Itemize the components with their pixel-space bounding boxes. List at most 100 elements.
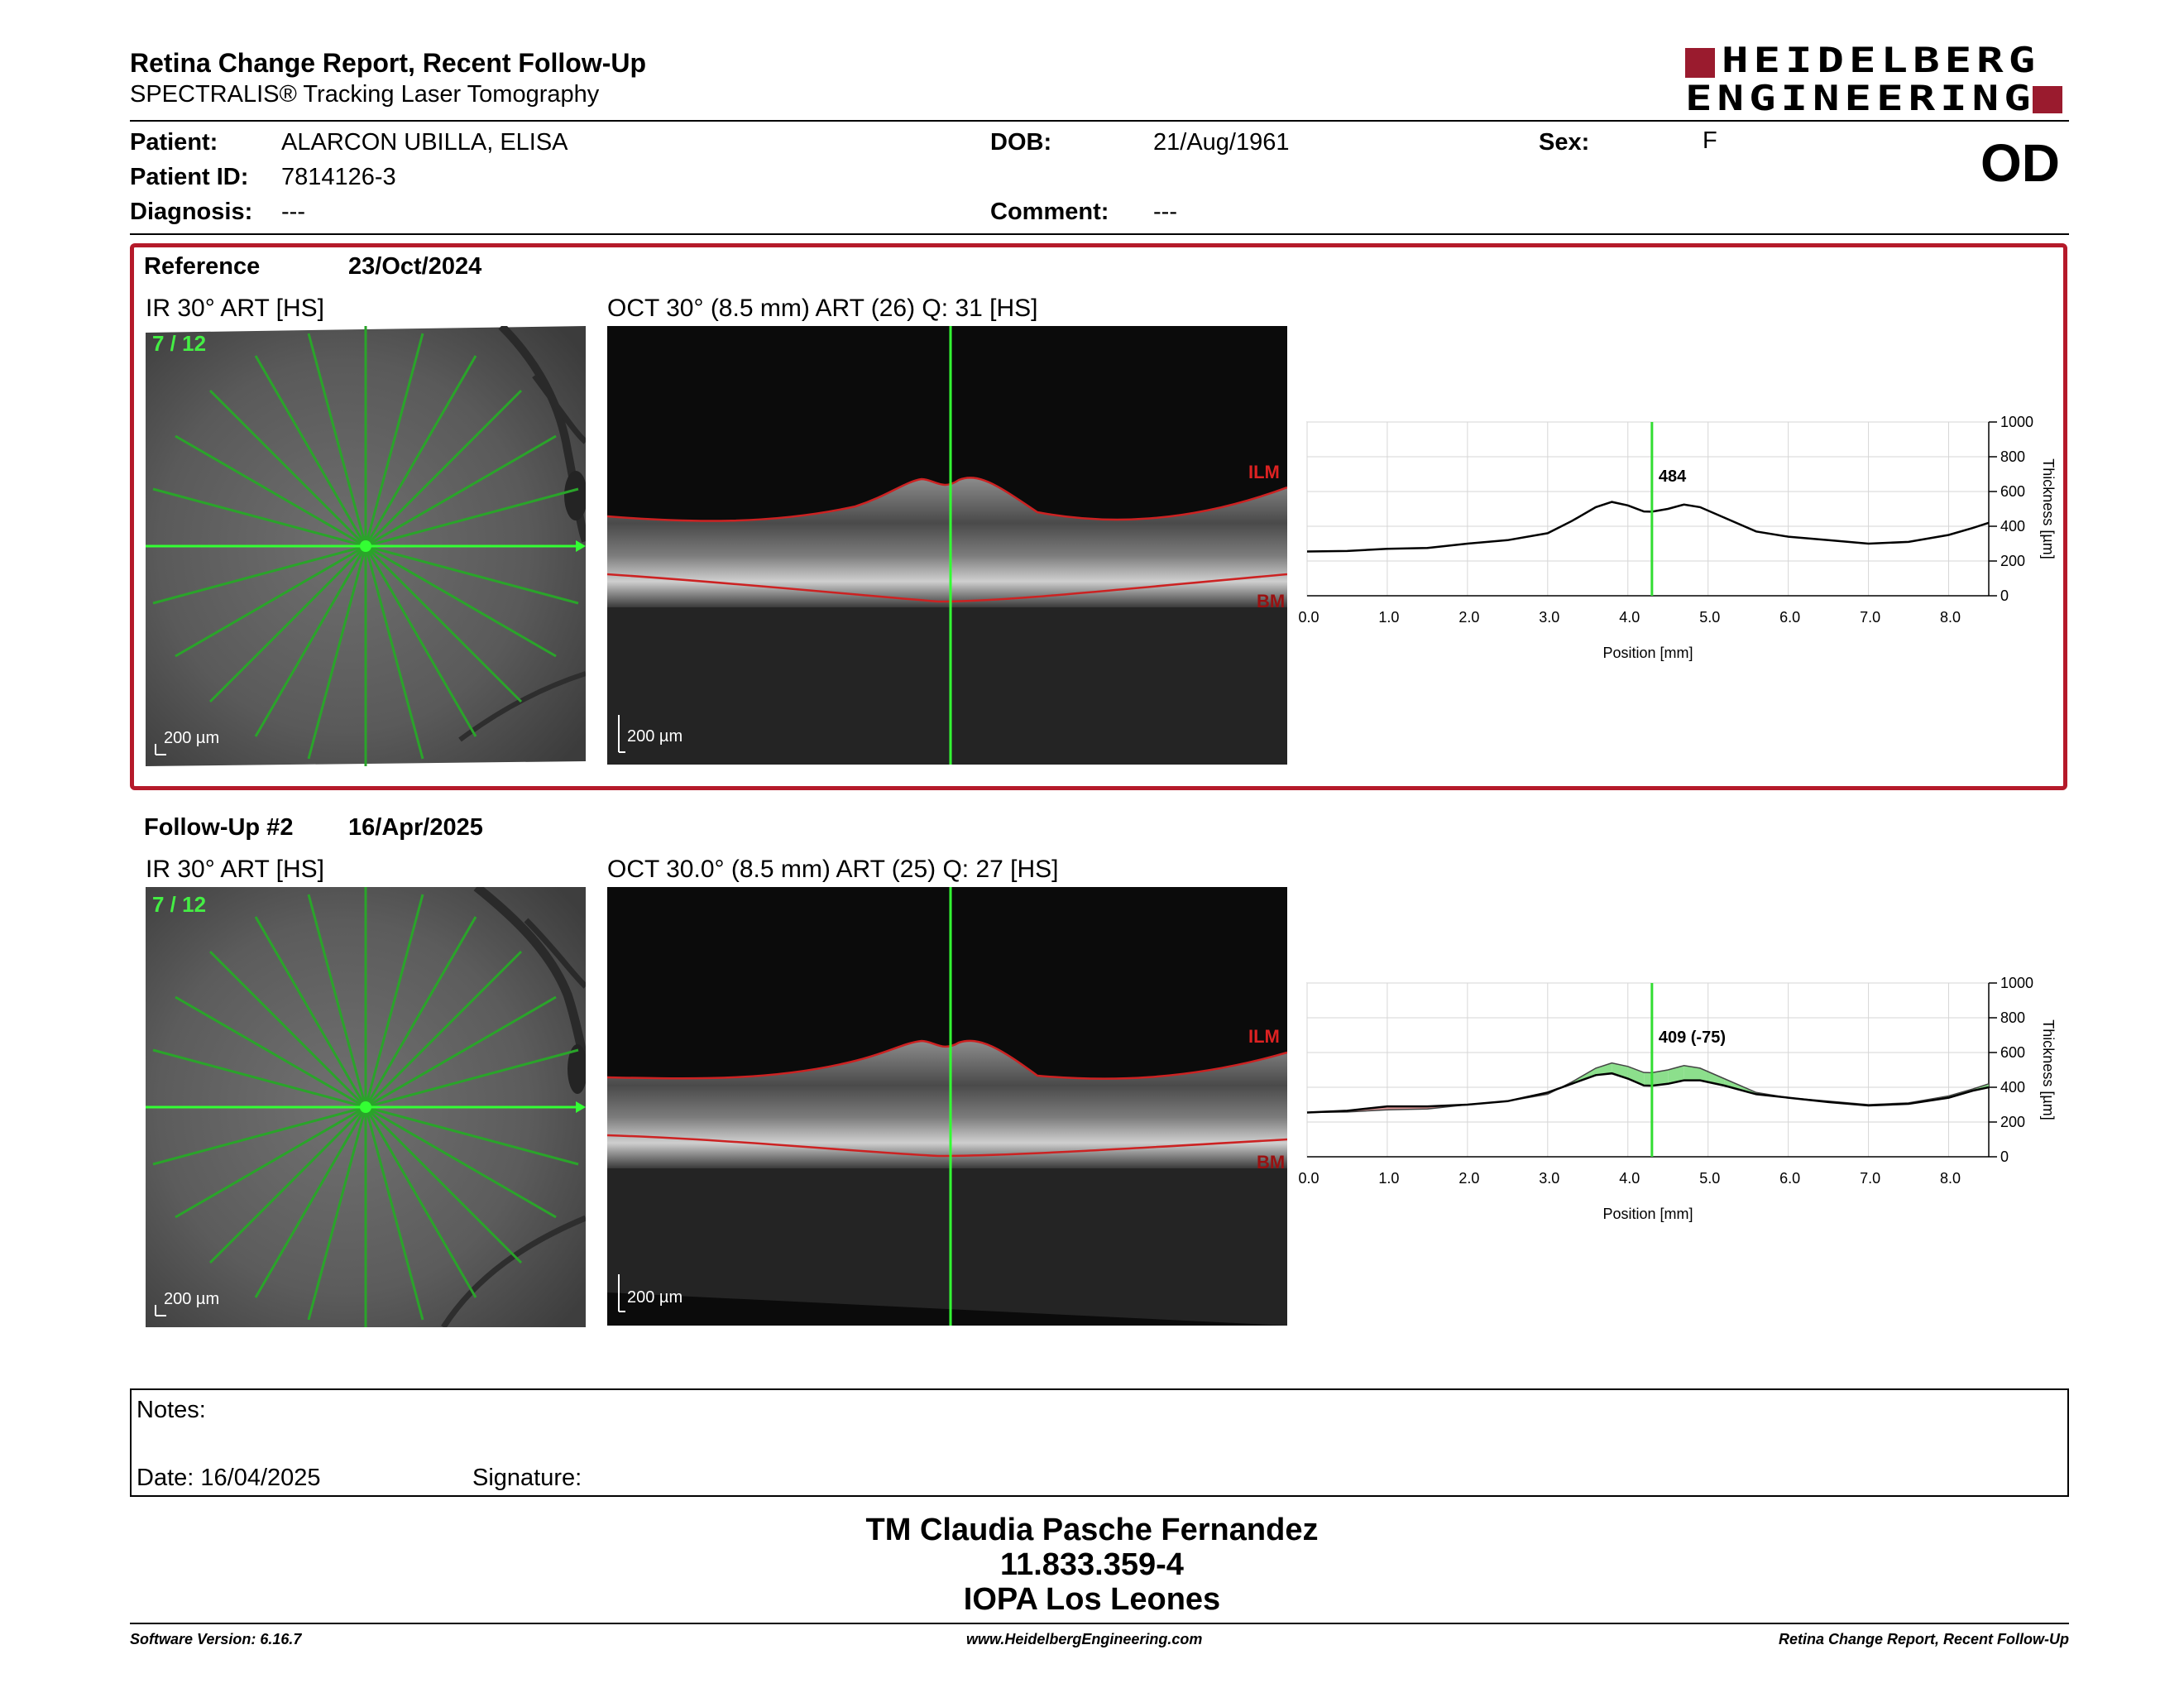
report-subtitle: SPECTRALIS® Tracking Laser Tomography bbox=[130, 81, 600, 108]
reference-oct-scale: 200 µm bbox=[627, 727, 683, 746]
followup-oct-scale: 200 µm bbox=[627, 1288, 683, 1307]
reference-y-tick: 600 bbox=[2000, 483, 2025, 500]
followup-x-tick: 3.0 bbox=[1539, 1170, 1559, 1187]
reference-x-tick: 8.0 bbox=[1940, 609, 1961, 626]
followup-thickness-svg: 0.0 1.0 2.0 3.0 4.0 5.0 6.0 7.0 8.0 0 200 400 600 800… bbox=[1299, 975, 2057, 1222]
followup-y-tick: 0 bbox=[2000, 1149, 2009, 1165]
followup-x-label: Position [mm] bbox=[1602, 1206, 1693, 1222]
report-title: Retina Change Report, Recent Follow-Up bbox=[130, 48, 647, 78]
signer-name: TM Claudia Pasche Fernandez bbox=[865, 1513, 1319, 1547]
reference-x-tick: 5.0 bbox=[1699, 609, 1720, 626]
followup-thickness-chart: 0.0 1.0 2.0 3.0 4.0 5.0 6.0 7.0 8.0 0 200 400 600 800… bbox=[1299, 966, 2076, 1240]
followup-scan-counter: 7 / 12 bbox=[152, 892, 207, 917]
followup-x-tick: 5.0 bbox=[1699, 1170, 1720, 1187]
diagnosis-label: Diagnosis: bbox=[130, 199, 253, 225]
signature-label: Signature: bbox=[472, 1465, 582, 1491]
reference-x-tick: 0.0 bbox=[1299, 609, 1320, 626]
followup-y-tick: 800 bbox=[2000, 1009, 2025, 1026]
reference-thickness-svg: 0.0 1.0 2.0 3.0 4.0 5.0 6.0 7.0 8.0 0 200 400 600 800… bbox=[1299, 414, 2057, 661]
followup-oct-caption: OCT 30.0° (8.5 mm) ART (25) Q: 27 [HS] bbox=[607, 856, 1059, 883]
reference-plot-frame bbox=[1306, 421, 1990, 597]
eye-indicator: OD bbox=[1980, 133, 2060, 193]
sex-label: Sex: bbox=[1539, 129, 1590, 156]
reference-bm-label: BM bbox=[1257, 591, 1286, 611]
reference-x-tick: 2.0 bbox=[1458, 609, 1479, 626]
followup-x-tick: 7.0 bbox=[1860, 1170, 1880, 1187]
followup-x-tick: 1.0 bbox=[1378, 1170, 1399, 1187]
reference-y-tick: 0 bbox=[2000, 587, 2009, 604]
followup-plot-frame bbox=[1306, 982, 1990, 1158]
followup-y-tick: 400 bbox=[2000, 1079, 2025, 1096]
reference-x-tick: 4.0 bbox=[1619, 609, 1640, 626]
reference-x-tick: 7.0 bbox=[1860, 609, 1880, 626]
logo-square-icon bbox=[2033, 86, 2062, 113]
followup-ir-fundus-image[interactable]: 7 / 12 200 µm bbox=[146, 887, 586, 1327]
comment-value: --- bbox=[1153, 199, 1177, 225]
logo-square-icon bbox=[1685, 48, 1715, 78]
followup-change-area bbox=[1668, 1065, 1684, 1084]
reference-x-tick: 6.0 bbox=[1779, 609, 1800, 626]
header-rule bbox=[130, 120, 2069, 122]
website-link[interactable]: www.HeidelbergEngineering.com bbox=[966, 1631, 1203, 1647]
reference-oct-caption: OCT 30° (8.5 mm) ART (26) Q: 31 [HS] bbox=[607, 295, 1038, 322]
followup-y-tick: 600 bbox=[2000, 1044, 2025, 1061]
followup-label: Follow-Up #2 bbox=[144, 814, 294, 841]
reference-y-tick: 400 bbox=[2000, 518, 2025, 535]
comment-label: Comment: bbox=[990, 199, 1109, 225]
signer-rut: 11.833.359-4 bbox=[1000, 1547, 1184, 1582]
date-value: 16/04/2025 bbox=[200, 1465, 321, 1491]
followup-oct-bscan[interactable]: ILM BM 200 µm bbox=[607, 887, 1287, 1326]
reference-y-label: Thickness [µm] bbox=[2040, 458, 2057, 559]
dob-label: DOB: bbox=[990, 129, 1052, 156]
footer-report-name: Retina Change Report, Recent Follow-Up bbox=[1778, 1631, 2069, 1647]
followup-x-tick: 2.0 bbox=[1458, 1170, 1479, 1187]
reference-x-tick: 3.0 bbox=[1539, 609, 1559, 626]
reference-scan-counter: 7 / 12 bbox=[152, 331, 207, 356]
reference-date: 23/Oct/2024 bbox=[348, 253, 482, 280]
followup-y-tick: 200 bbox=[2000, 1114, 2025, 1130]
reference-ilm-label: ILM bbox=[1248, 462, 1280, 482]
reference-y-tick: 1000 bbox=[2000, 414, 2033, 430]
notes-label: Notes: bbox=[136, 1397, 206, 1423]
patient-rule bbox=[130, 233, 2069, 235]
software-version: Software Version: 6.16.7 bbox=[130, 1631, 302, 1647]
reference-y-tick: 800 bbox=[2000, 448, 2025, 465]
patient-id: 7814126-3 bbox=[281, 164, 396, 190]
reference-x-label: Position [mm] bbox=[1602, 645, 1693, 661]
reference-oct-bscan[interactable]: ILM BM 200 µm bbox=[607, 326, 1287, 765]
followup-y-tick: 1000 bbox=[2000, 975, 2033, 991]
followup-x-tick: 6.0 bbox=[1779, 1170, 1800, 1187]
reference-ir-caption: IR 30° ART [HS] bbox=[146, 295, 324, 322]
reference-marker-value: 484 bbox=[1659, 468, 1687, 486]
followup-bm-label: BM bbox=[1257, 1152, 1286, 1172]
sex-value: F bbox=[1703, 127, 1717, 154]
reference-ir-scale: 200 µm bbox=[164, 729, 220, 747]
diagnosis-value: --- bbox=[281, 199, 305, 225]
patient-id-label: Patient ID: bbox=[130, 164, 249, 190]
followup-y-label: Thickness [µm] bbox=[2040, 1019, 2057, 1120]
followup-x-tick: 0.0 bbox=[1299, 1170, 1320, 1187]
followup-change-area bbox=[1595, 1062, 1612, 1076]
reference-label: Reference bbox=[144, 253, 261, 280]
followup-marker-value: 409 (-75) bbox=[1659, 1029, 1726, 1047]
date-label: Date: bbox=[136, 1465, 194, 1491]
followup-x-tick: 4.0 bbox=[1619, 1170, 1640, 1187]
reference-ir-fundus-image[interactable]: 7 / 12 200 µm bbox=[146, 326, 586, 766]
followup-ilm-label: ILM bbox=[1248, 1026, 1280, 1047]
followup-ir-scale: 200 µm bbox=[164, 1290, 220, 1308]
followup-change-area bbox=[1644, 1072, 1652, 1086]
footer-rule bbox=[130, 1623, 2069, 1624]
reference-thickness-chart: 0.0 1.0 2.0 3.0 4.0 5.0 6.0 7.0 8.0 0 200 400 600 800… bbox=[1299, 405, 2076, 679]
signer-place: IOPA Los Leones bbox=[963, 1582, 1221, 1617]
dob-value: 21/Aug/1961 bbox=[1153, 129, 1290, 156]
reference-x-tick: 1.0 bbox=[1378, 609, 1399, 626]
reference-y-tick: 200 bbox=[2000, 553, 2025, 569]
notes-box[interactable]: Notes: Date: 16/04/2025 Signature: bbox=[130, 1388, 2069, 1497]
patient-label: Patient: bbox=[130, 129, 218, 156]
followup-ir-caption: IR 30° ART [HS] bbox=[146, 856, 324, 883]
reference-frame bbox=[130, 243, 2067, 790]
followup-change-area bbox=[1612, 1062, 1628, 1079]
followup-x-tick: 8.0 bbox=[1940, 1170, 1961, 1187]
patient-name: ALARCON UBILLA, ELISA bbox=[281, 129, 568, 156]
followup-change-area bbox=[1651, 1070, 1669, 1086]
